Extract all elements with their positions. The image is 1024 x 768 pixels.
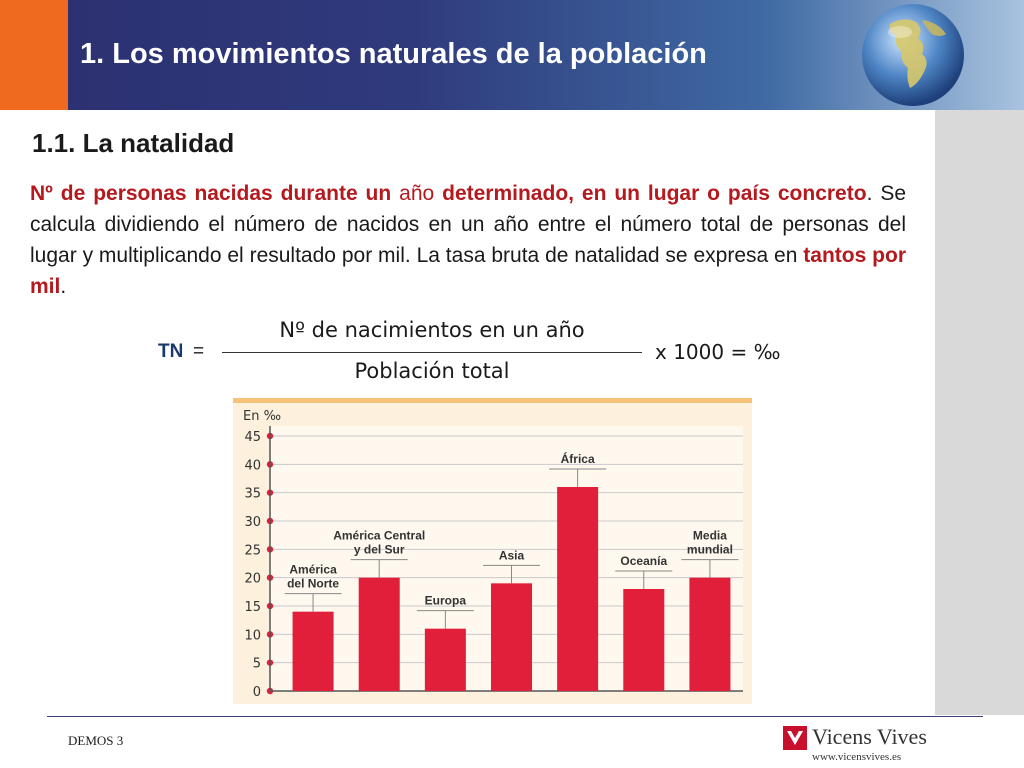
category-label: África: [561, 451, 595, 466]
category-label: Asia: [499, 548, 525, 562]
category-label: y del Sur: [354, 543, 405, 557]
header-accent-bar: [0, 0, 68, 110]
bar: [358, 577, 400, 691]
slide-header: 1. Los movimientos naturales de la pobla…: [0, 0, 1024, 110]
definition-lead: Nº de personas nacidas durante un: [30, 182, 392, 205]
category-label: América: [289, 563, 337, 577]
definition-explanation: . Se calcula dividiendo el número de nac…: [30, 182, 907, 267]
chart-top-border: [233, 398, 752, 403]
y-tick-label: 0: [253, 685, 261, 700]
birth-rate-formula: TN = Nº de nacimientos en un año Poblaci…: [0, 312, 935, 392]
bar: [490, 583, 533, 691]
slide-title: 1. Los movimientos naturales de la pobla…: [80, 38, 707, 70]
y-tick-label: 5: [253, 657, 261, 672]
definition-year-word: año: [399, 182, 435, 205]
bar: [689, 577, 731, 691]
y-tick-label: 10: [244, 628, 261, 643]
y-tick-label: 40: [244, 458, 261, 473]
formula-label: TN: [158, 341, 184, 362]
footer-label: DEMOS 3: [68, 733, 124, 748]
definition-unit: tantos por mil: [30, 244, 906, 298]
fraction-line: [222, 352, 642, 353]
globe-icon: [862, 4, 964, 106]
y-tick-label: 30: [244, 515, 261, 530]
y-unit-label: En ‰: [243, 409, 281, 424]
formula-numerator: Nº de nacimientos en un año: [279, 318, 585, 342]
bar: [292, 611, 334, 691]
right-side-panel: [935, 110, 1024, 715]
y-tick-label: 45: [244, 430, 261, 445]
y-tick-label: 25: [244, 543, 261, 558]
footer-divider: [47, 716, 983, 717]
bar: [557, 487, 599, 691]
formula-equals: =: [193, 341, 205, 362]
category-label: Europa: [425, 594, 467, 608]
y-tick-label: 35: [244, 487, 261, 502]
category-label: América Central: [333, 529, 425, 543]
bar: [623, 589, 665, 691]
definition-lead-end: determinado, en un lugar o país concreto: [442, 182, 867, 205]
category-label: mundial: [687, 543, 733, 557]
formula-denominator: Población total: [354, 359, 510, 383]
brand-name: Vicens Vives: [812, 724, 927, 749]
vicens-vives-logo-icon: [783, 726, 807, 750]
section-title: 1.1. La natalidad: [32, 128, 235, 158]
y-tick-label: 15: [244, 600, 261, 615]
category-label: Oceanía: [620, 554, 667, 568]
definition-paragraph: Nº de personas nacidas durante un año de…: [30, 178, 906, 302]
y-tick-label: 20: [244, 572, 261, 587]
category-label: Media: [693, 529, 727, 543]
definition-period: .: [60, 275, 67, 298]
brand-url: www.vicensvives.es: [812, 751, 902, 763]
bar: [424, 628, 466, 691]
formula-multiplier: x 1000 = ‰: [655, 340, 781, 364]
category-label: del Norte: [287, 577, 339, 591]
